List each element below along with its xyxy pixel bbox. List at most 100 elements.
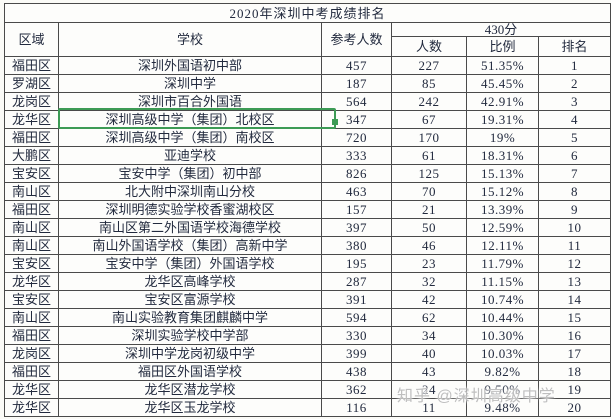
school-cell: 宝安中学（集团）初中部 — [58, 164, 322, 183]
table-row: 南山区 南山外国语学校（集团）高新中学 380 46 12.11% 11 — [4, 236, 611, 255]
table-row: 宝安区 宝安区富源学校 391 42 10.74% 14 — [4, 290, 611, 309]
count-cell: 242 — [391, 92, 467, 111]
zhihu-watermark: 知乎 @深圳高级中学 — [397, 388, 556, 405]
count-cell: 46 — [391, 236, 467, 255]
ratio-cell: 12.11% — [466, 236, 539, 255]
region-cell: 龙岗区 — [4, 92, 59, 111]
participants-cell: 826 — [321, 164, 392, 183]
region-cell: 福田区 — [4, 56, 59, 75]
ranking-table: 2020年深圳中考成绩排名 区域 学校 参考人数 430分 人数 比例 排名 福… — [3, 3, 611, 417]
rank-cell: 1 — [537, 56, 611, 75]
col-header-participants: 参考人数 — [321, 22, 392, 57]
rank-cell: 5 — [537, 128, 611, 147]
region-cell: 宝安区 — [4, 290, 59, 309]
participants-cell: 720 — [321, 128, 392, 147]
ratio-cell: 9.82% — [466, 362, 539, 381]
col-header-rank: 排名 — [537, 36, 611, 57]
ratio-cell: 10.44% — [466, 308, 539, 327]
ratio-cell: 10.30% — [466, 326, 539, 345]
ratio-cell: 15.12% — [466, 182, 539, 201]
table-row: 龙岗区 深圳市百合外国语 564 242 42.91% 3 — [4, 92, 611, 111]
rank-cell: 16 — [537, 326, 611, 345]
count-cell: 67 — [391, 110, 467, 129]
participants-cell: 399 — [321, 344, 392, 363]
school-cell: 南山外国语学校（集团）高新中学 — [58, 236, 322, 255]
ratio-cell: 10.74% — [466, 290, 539, 309]
rank-cell: 10 — [537, 218, 611, 237]
region-cell: 福田区 — [4, 326, 59, 345]
school-cell: 宝安中学（集团）外国语学校 — [58, 254, 322, 273]
participants-cell: 330 — [321, 326, 392, 345]
participants-cell: 594 — [321, 308, 392, 327]
school-cell: 龙华区潜龙学校 — [58, 380, 322, 399]
count-cell: 85 — [391, 74, 467, 93]
region-cell: 罗湖区 — [4, 74, 59, 93]
col-header-region: 区域 — [4, 22, 59, 57]
rank-cell: 15 — [537, 308, 611, 327]
region-cell: 福田区 — [4, 128, 59, 147]
table-row: 龙华区 龙华区潜龙学校 362 24 9.50% 19 — [4, 380, 611, 399]
rank-cell: 20 — [537, 398, 611, 417]
school-cell: 深圳中学 — [58, 74, 322, 93]
ratio-cell: 45.45% — [466, 74, 539, 93]
rank-cell: 6 — [537, 146, 611, 165]
participants-cell: 380 — [321, 236, 392, 255]
ratio-cell: 10.03% — [466, 344, 539, 363]
count-cell: 32 — [391, 272, 467, 291]
school-cell: 深圳实验学校中学部 — [58, 326, 322, 345]
region-cell: 龙华区 — [4, 398, 59, 417]
rank-cell: 12 — [537, 254, 611, 273]
table-row: 大鹏区 亚迪学校 333 61 18.31% 6 — [4, 146, 611, 165]
ratio-cell: 51.35% — [466, 56, 539, 75]
table-title: 2020年深圳中考成绩排名 — [3, 3, 611, 23]
table-row: 龙华区 龙华区高峰学校 287 32 11.15% 13 — [4, 272, 611, 291]
ratio-cell: 11.15% — [466, 272, 539, 291]
count-cell: 61 — [391, 146, 467, 165]
count-cell: 227 — [391, 56, 467, 75]
count-cell: 62 — [391, 308, 467, 327]
rank-cell: 13 — [537, 272, 611, 291]
school-cell: 深圳市百合外国语 — [58, 92, 322, 111]
region-cell: 大鹏区 — [4, 146, 59, 165]
participants-cell: 157 — [321, 200, 392, 219]
ratio-cell: 11.79% — [466, 254, 539, 273]
table-row: 龙华区 深圳高级中学（集团）北校区 347 67 19.31% 4 — [4, 110, 611, 129]
ratio-cell: 12.59% — [466, 218, 539, 237]
count-cell: 11 — [391, 398, 467, 417]
participants-cell: 333 — [321, 146, 392, 165]
table-row: 南山区 南山实验教育集团麒麟中学 594 62 10.44% 15 — [4, 308, 611, 327]
school-cell: 北大附中深圳南山分校 — [58, 182, 322, 201]
school-cell: 龙华区高峰学校 — [58, 272, 322, 291]
school-cell: 亚迪学校 — [58, 146, 322, 165]
count-cell: 170 — [391, 128, 467, 147]
rank-cell: 4 — [537, 110, 611, 129]
rank-cell: 11 — [537, 236, 611, 255]
rank-cell: 17 — [537, 344, 611, 363]
region-cell: 龙华区 — [4, 110, 59, 129]
school-cell: 深圳明德实验学校香蜜湖校区 — [58, 200, 322, 219]
participants-cell: 347 — [321, 110, 392, 129]
rank-cell: 7 — [537, 164, 611, 183]
table-row: 福田区 深圳实验学校中学部 330 34 10.30% 16 — [4, 326, 611, 345]
region-cell: 龙岗区 — [4, 344, 59, 363]
school-cell: 深圳中学龙岗初级中学 — [58, 344, 322, 363]
school-cell: 南山实验教育集团麒麟中学 — [58, 308, 322, 327]
participants-cell: 438 — [321, 362, 392, 381]
table-row: 福田区 深圳明德实验学校香蜜湖校区 157 21 13.39% 9 — [4, 200, 611, 219]
school-cell: 龙华区玉龙学校 — [58, 398, 322, 417]
count-cell: 34 — [391, 326, 467, 345]
school-cell: 南山区第二外国语学校海德学校 — [58, 218, 322, 237]
table-row: 福田区 深圳外国语初中部 457 227 51.35% 1 — [4, 56, 611, 75]
table-title-row: 2020年深圳中考成绩排名 — [3, 3, 611, 23]
region-cell: 南山区 — [4, 308, 59, 327]
table-row: 福田区 深圳高级中学（集团）南校区 720 170 19% 5 — [4, 128, 611, 147]
rank-cell: 8 — [537, 182, 611, 201]
region-cell: 龙华区 — [4, 380, 59, 399]
col-header-ratio: 比例 — [466, 36, 539, 57]
rank-cell: 19 — [537, 380, 611, 399]
region-cell: 南山区 — [4, 236, 59, 255]
col-header-count: 人数 — [391, 36, 467, 57]
col-header-score-group: 430分 — [390, 22, 611, 37]
table-row: 龙岗区 深圳中学龙岗初级中学 399 40 10.03% 17 — [4, 344, 611, 363]
